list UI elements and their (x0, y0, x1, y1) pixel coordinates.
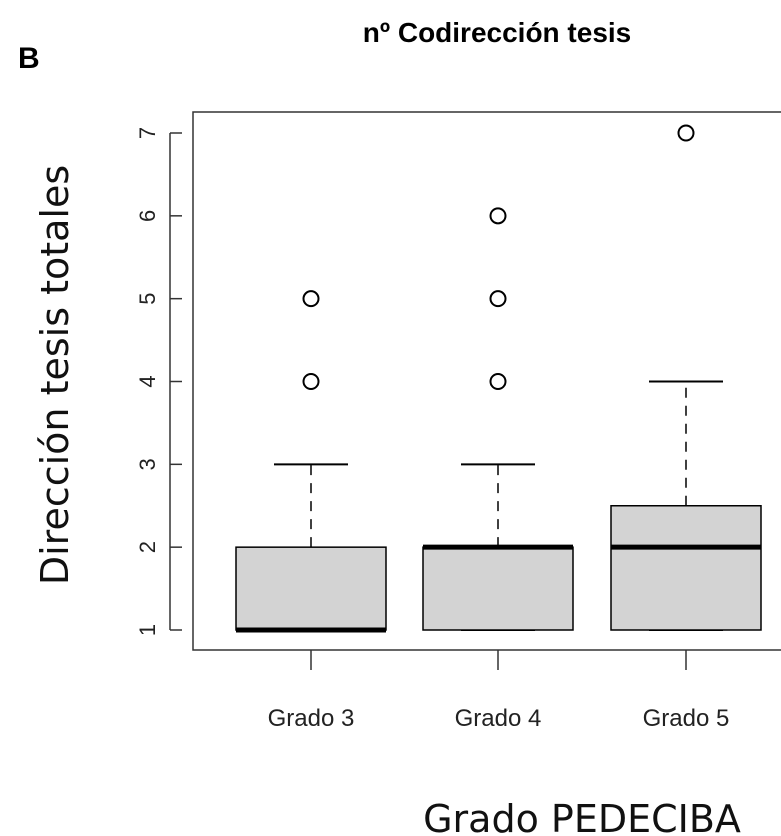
x-axis-label: Grado PEDECIBA (423, 797, 741, 836)
x-axis: Grado 3 Grado 4 Grado 5 (268, 650, 730, 732)
x-tick-label: Grado 5 (643, 705, 730, 732)
y-tick-label: 5 (135, 293, 160, 305)
x-tick-label: Grado 3 (268, 705, 355, 732)
y-tick-label: 4 (135, 375, 160, 387)
outlier-point (489, 290, 507, 308)
x-tick-label: Grado 4 (455, 705, 542, 732)
y-tick-label: 1 (135, 624, 160, 636)
outlier-point (489, 207, 507, 225)
outlier-point (302, 373, 320, 390)
panel-label: B (18, 42, 40, 75)
box-grado-5 (610, 124, 762, 631)
y-axis-label: Dirección tesis totales (33, 165, 77, 585)
y-tick-label: 6 (135, 210, 160, 222)
iqr-box (610, 505, 762, 631)
chart-title: nº Codirección tesis (363, 17, 632, 48)
box-series (235, 124, 762, 633)
y-tick-label: 7 (135, 127, 160, 139)
plot-frame (192, 111, 781, 651)
y-axis: 1 2 3 4 5 6 7 (135, 127, 182, 636)
box-grado-3 (235, 290, 387, 633)
y-tick-label: 3 (135, 458, 160, 470)
iqr-box (422, 546, 574, 631)
outlier-point (489, 373, 507, 390)
outlier-point (302, 290, 320, 308)
box-grado-4 (422, 207, 574, 631)
y-tick-label: 2 (135, 541, 160, 553)
outlier-point (677, 124, 695, 142)
iqr-box (235, 546, 387, 631)
